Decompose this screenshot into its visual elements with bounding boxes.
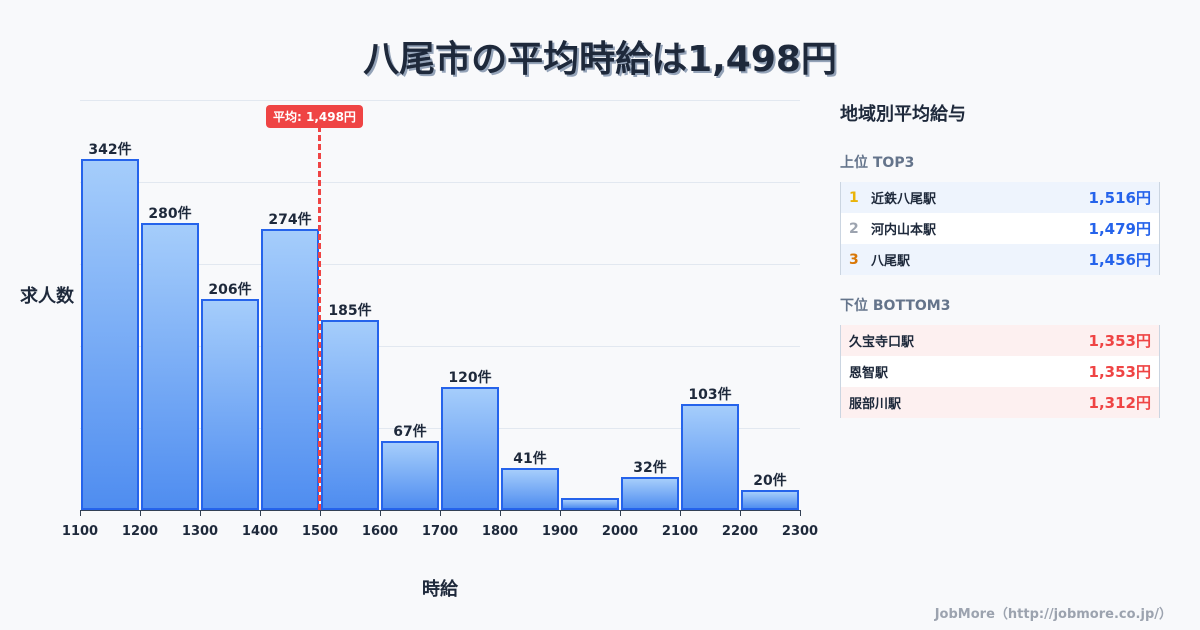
x-tick (680, 510, 681, 516)
wage-value: 1,456円 (1088, 251, 1151, 269)
histogram-plot: 342件 280件 206件 274件 185件 67件 120件 41件 32件 103件 20件 (80, 100, 800, 511)
bottom3-heading: 下位 BOTTOM3 (840, 298, 951, 314)
x-tick (80, 510, 81, 516)
histogram-bar (321, 320, 379, 510)
top3-heading: 上位 TOP3 (840, 155, 915, 171)
histogram-bar (561, 497, 619, 510)
station-name: 八尾駅 (871, 254, 911, 269)
rank-number: 1 (849, 189, 859, 206)
bar-count-label: 41件 (513, 450, 547, 467)
bar-count-label: 20件 (753, 472, 787, 489)
gridline (80, 264, 800, 265)
wage-value: 1,479円 (1088, 220, 1151, 238)
x-axis-label: 時給 (422, 579, 458, 600)
x-tick (500, 510, 501, 516)
station-name: 近鉄八尾駅 (871, 192, 937, 207)
bar-count-label: 185件 (328, 303, 372, 320)
bar-count-label: 206件 (208, 281, 252, 298)
bar-count-label: 67件 (393, 424, 427, 441)
bar-count-label: 274件 (268, 212, 312, 229)
histogram-bar (741, 489, 799, 510)
list-item: 2 河内山本駅 1,479円 (841, 213, 1159, 244)
x-tick (260, 510, 261, 516)
list-item: 恩智駅 1,353円 (841, 356, 1159, 387)
wage-value: 1,353円 (1088, 363, 1151, 381)
x-tick (800, 510, 801, 516)
x-tick-label: 1200 (121, 524, 159, 539)
x-tick-label: 2200 (721, 524, 759, 539)
station-name: 河内山本駅 (871, 223, 937, 238)
bar-count-label: 120件 (448, 370, 492, 386)
gridline (80, 182, 800, 183)
histogram-bar (441, 387, 499, 510)
x-tick-label: 2300 (781, 524, 819, 539)
bar-count-label: 342件 (88, 142, 132, 159)
x-tick (440, 510, 441, 516)
station-name: 服部川駅 (849, 397, 902, 412)
gridline (80, 428, 800, 429)
rank-number: 2 (849, 220, 859, 237)
histogram-bar (261, 229, 319, 510)
x-tick-label: 1800 (481, 524, 519, 539)
average-line (317, 126, 321, 510)
x-tick-label: 1100 (61, 524, 99, 539)
list-item: 3 八尾駅 1,456円 (841, 244, 1159, 275)
rank-number: 3 (849, 251, 859, 268)
list-item: 1 近鉄八尾駅 1,516円 (841, 182, 1159, 213)
list-item: 服部川駅 1,312円 (841, 387, 1159, 418)
page-title: 八尾市の平均時給は1,498円 (363, 39, 837, 80)
bar-count-label: 103件 (688, 387, 732, 404)
histogram-bar (501, 467, 559, 510)
histogram-bar (381, 441, 439, 510)
top3-list: 1 近鉄八尾駅 1,516円 2 河内山本駅 1,479円 3 八尾駅 1,45… (840, 182, 1160, 275)
histogram-bar (621, 477, 679, 510)
x-tick (560, 510, 561, 516)
x-tick-label: 1700 (421, 524, 459, 539)
source-credit: JobMore（http://jobmore.co.jp/） (934, 607, 1172, 622)
list-item: 久宝寺口駅 1,353円 (841, 325, 1159, 356)
x-tick-label: 1400 (241, 524, 279, 539)
gridline (80, 100, 800, 101)
x-tick (140, 510, 141, 516)
x-tick-label: 1600 (361, 524, 399, 539)
x-tick-label: 2000 (601, 524, 639, 539)
wage-value: 1,353円 (1088, 332, 1151, 350)
x-tick-label: 1300 (181, 524, 219, 539)
histogram-bar (141, 223, 199, 510)
histogram-bar (681, 404, 739, 510)
panel-title: 地域別平均給与 (840, 104, 966, 125)
bottom3-list: 久宝寺口駅 1,353円 恩智駅 1,353円 服部川駅 1,312円 (840, 325, 1160, 418)
x-tick (740, 510, 741, 516)
x-tick (320, 510, 321, 516)
x-tick-label: 1900 (541, 524, 579, 539)
bar-count-label: 32件 (633, 460, 667, 477)
gridline (80, 346, 800, 347)
station-name: 久宝寺口駅 (849, 335, 915, 350)
x-tick-label: 1500 (301, 524, 339, 539)
x-tick (200, 510, 201, 516)
wage-value: 1,312円 (1088, 394, 1151, 412)
histogram-bar (81, 159, 139, 510)
average-tag: 平均: 1,498円 (266, 105, 363, 128)
bar-count-label: 280件 (148, 206, 192, 222)
y-axis-label: 求人数 (20, 286, 74, 307)
histogram-bar (201, 298, 259, 510)
regional-average-panel: 地域別平均給与 上位 TOP3 1 近鉄八尾駅 1,516円 2 河内山本駅 1… (840, 100, 1160, 418)
x-tick-label: 2100 (661, 524, 699, 539)
x-tick (620, 510, 621, 516)
x-tick (380, 510, 381, 516)
wage-value: 1,516円 (1088, 189, 1151, 207)
station-name: 恩智駅 (849, 366, 889, 381)
